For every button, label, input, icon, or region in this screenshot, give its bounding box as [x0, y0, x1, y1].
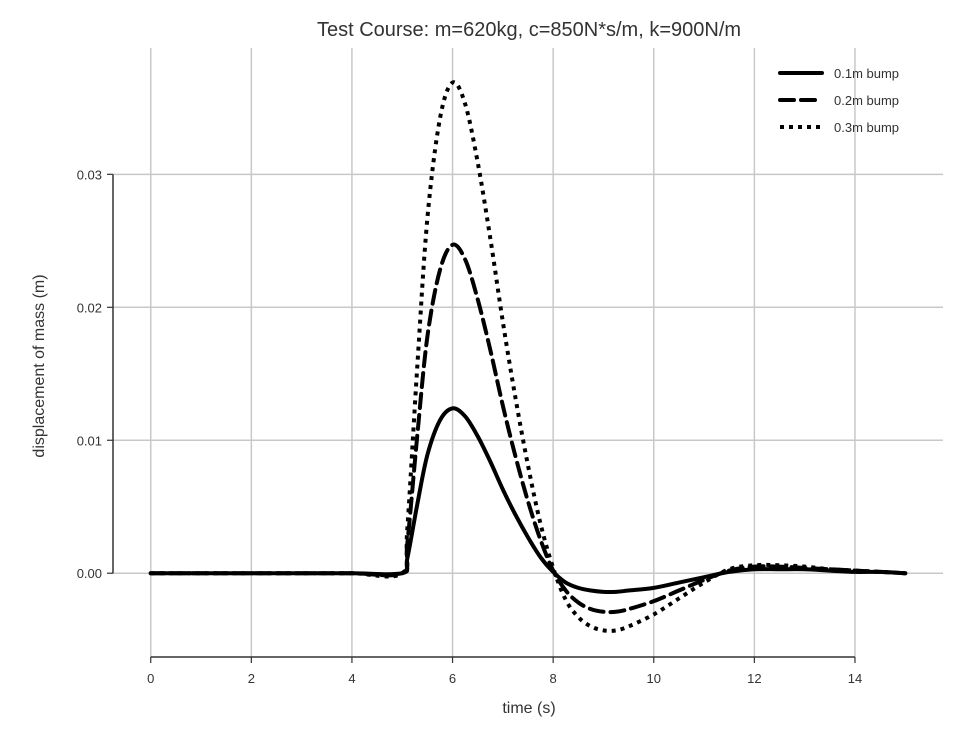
x-tick-label-0: 0 [147, 671, 154, 686]
y-tick-label-3: 0.03 [77, 167, 102, 182]
x-tick-label-5: 10 [647, 671, 661, 686]
x-axis-title: time (s) [502, 700, 555, 717]
y-tick-label-2: 0.02 [77, 300, 102, 315]
y-axis-title: displacement of mass (m) [31, 274, 48, 457]
x-tick-label-3: 6 [449, 671, 456, 686]
legend-label-2: 0.3m bump [834, 120, 899, 135]
series-line-0 [148, 406, 908, 595]
y-tick-label-0: 0.00 [77, 566, 102, 581]
legend: 0.1m bump 0.2m bump 0.3m bump [778, 66, 899, 135]
x-tick-label-6: 12 [747, 671, 761, 686]
x-tick-label-4: 8 [550, 671, 557, 686]
series-line-1 [148, 242, 908, 615]
series-layer [148, 80, 908, 633]
legend-label-1: 0.2m bump [834, 93, 899, 108]
x-tick-label-7: 14 [848, 671, 862, 686]
x-tick-label-2: 4 [348, 671, 355, 686]
grid [113, 48, 943, 657]
chart-title: Test Course: m=620kg, c=850N*s/m, k=900N… [317, 19, 741, 41]
axes [112, 174, 855, 658]
y-tick-label-1: 0.01 [77, 433, 102, 448]
legend-label-0: 0.1m bump [834, 66, 899, 81]
x-tick-label-1: 2 [248, 671, 255, 686]
series-line-2 [150, 80, 906, 633]
ticks: 0 2 4 6 8 10 12 14 0.00 0.01 0.02 0.03 [77, 167, 863, 686]
